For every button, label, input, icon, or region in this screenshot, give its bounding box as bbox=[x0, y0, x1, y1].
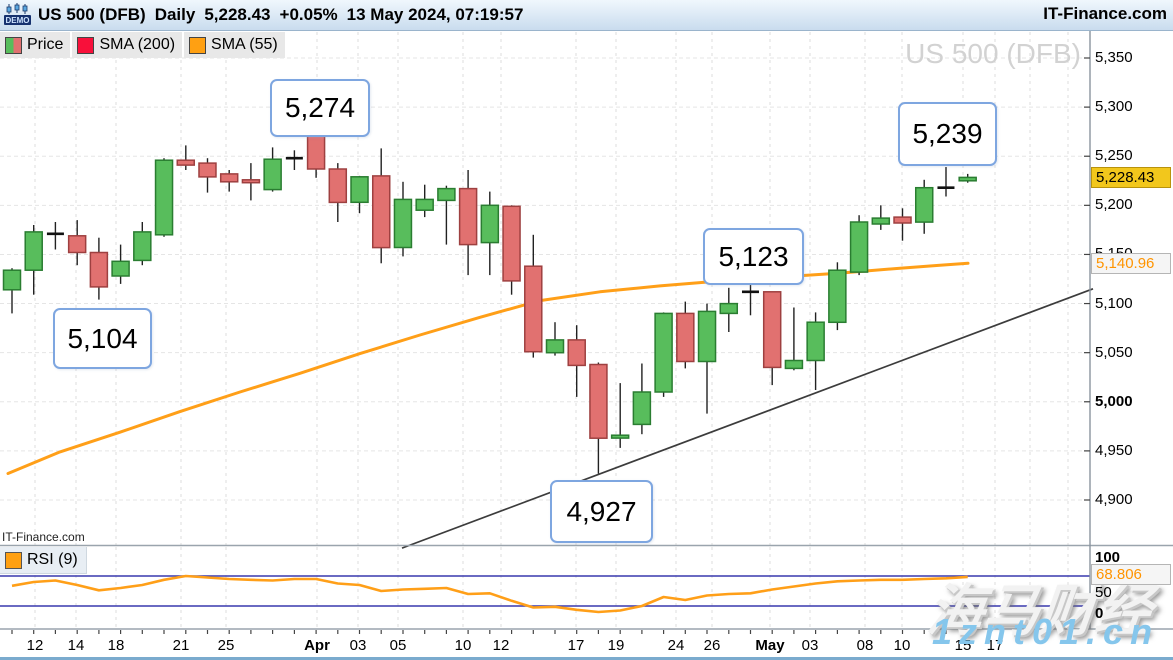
indicator-legend: Price SMA (200) SMA (55) bbox=[0, 32, 285, 58]
rsi-axis-label: 100 bbox=[1095, 549, 1121, 566]
time-axis-label: 21 bbox=[172, 637, 190, 654]
time-axis-label: 05 bbox=[389, 637, 407, 654]
price-axis-label: 5,100 bbox=[1095, 294, 1133, 312]
instrument-name: US 500 (DFB) bbox=[38, 5, 146, 24]
time-axis-label: 24 bbox=[667, 637, 685, 654]
legend-price-label: Price bbox=[27, 36, 64, 53]
time-axis-label: 19 bbox=[607, 637, 625, 654]
legend-rsi[interactable]: RSI (9) bbox=[0, 547, 87, 574]
time-axis-label: 12 bbox=[26, 637, 44, 654]
price-callout[interactable]: 5,274 bbox=[270, 79, 370, 137]
time-axis-label: May bbox=[755, 637, 785, 654]
price-callout[interactable]: 5,104 bbox=[53, 308, 152, 369]
price-callout[interactable]: 4,927 bbox=[550, 480, 653, 543]
rsi-value-tag: 68.806 bbox=[1091, 564, 1171, 585]
price-axis-label: 5,000 bbox=[1095, 392, 1133, 410]
price-axis-label: 5,350 bbox=[1095, 49, 1133, 66]
rsi-axis-label: 0 bbox=[1095, 605, 1104, 622]
change-percent: +0.05% bbox=[279, 5, 338, 24]
legend-sma55-label: SMA (55) bbox=[211, 36, 278, 53]
time-axis-label: Apr bbox=[304, 637, 330, 654]
time-axis-label: 17 bbox=[567, 637, 585, 654]
current-price-tag: 5,228.43 bbox=[1091, 166, 1171, 188]
price-axis-label: 4,900 bbox=[1095, 490, 1133, 508]
price-callout[interactable]: 5,123 bbox=[703, 228, 804, 285]
price-axis-label: 5,200 bbox=[1095, 196, 1133, 214]
time-axis-label: 15 bbox=[954, 637, 972, 654]
sma200-swatch-icon bbox=[77, 36, 95, 54]
demo-candlestick-icon: DEMO bbox=[4, 3, 31, 25]
time-axis-label: 25 bbox=[217, 637, 235, 654]
cn-watermark-url: 1znt01.cn bbox=[932, 611, 1160, 652]
rsi-axis-label: 50 bbox=[1095, 584, 1112, 601]
legend-price[interactable]: Price bbox=[0, 32, 71, 58]
window-bottom-edge bbox=[0, 657, 1173, 660]
time-axis-label: 08 bbox=[856, 637, 874, 654]
time-axis-label: 18 bbox=[107, 637, 125, 654]
itfinance-small-label: IT-Finance.com bbox=[2, 530, 85, 544]
timeframe: Daily bbox=[154, 5, 196, 24]
time-axis-label: 26 bbox=[703, 637, 721, 654]
legend-sma200-label: SMA (200) bbox=[99, 36, 176, 53]
price-axis-label: 5,250 bbox=[1095, 147, 1133, 165]
price-axis-label: 4,950 bbox=[1095, 441, 1133, 459]
sma55-swatch-icon bbox=[189, 36, 207, 54]
title-bar: DEMO US 500 (DFB) Daily 5,228.43 +0.05% … bbox=[0, 0, 1173, 31]
price-callout[interactable]: 5,239 bbox=[898, 102, 997, 166]
time-axis-label: 10 bbox=[893, 637, 911, 654]
time-axis-label: 17 bbox=[986, 637, 1004, 654]
time-axis-label: 03 bbox=[349, 637, 367, 654]
last-price: 5,228.43 bbox=[204, 5, 271, 24]
time-axis-label: 12 bbox=[492, 637, 510, 654]
legend-sma55[interactable]: SMA (55) bbox=[184, 32, 285, 58]
demo-badge-text: DEMO bbox=[6, 16, 30, 25]
price-axis-label: 5,300 bbox=[1095, 98, 1133, 116]
legend-sma200[interactable]: SMA (200) bbox=[72, 32, 183, 58]
brand-logo-text: IT-Finance.com bbox=[1043, 4, 1167, 23]
quote-datetime: 13 May 2024, 07:19:57 bbox=[346, 5, 524, 24]
time-axis-label: 03 bbox=[801, 637, 819, 654]
time-axis-label: 10 bbox=[454, 637, 472, 654]
chart-watermark: US 500 (DFB) bbox=[905, 38, 1081, 69]
price-swatch-icon bbox=[5, 36, 22, 54]
price-axis-label: 5,050 bbox=[1095, 343, 1133, 361]
legend-rsi-label: RSI (9) bbox=[27, 551, 78, 568]
time-axis-label: 14 bbox=[67, 637, 85, 654]
rsi-swatch-icon bbox=[5, 551, 22, 569]
sma55-value-tag: 5,140.96 bbox=[1091, 252, 1171, 274]
